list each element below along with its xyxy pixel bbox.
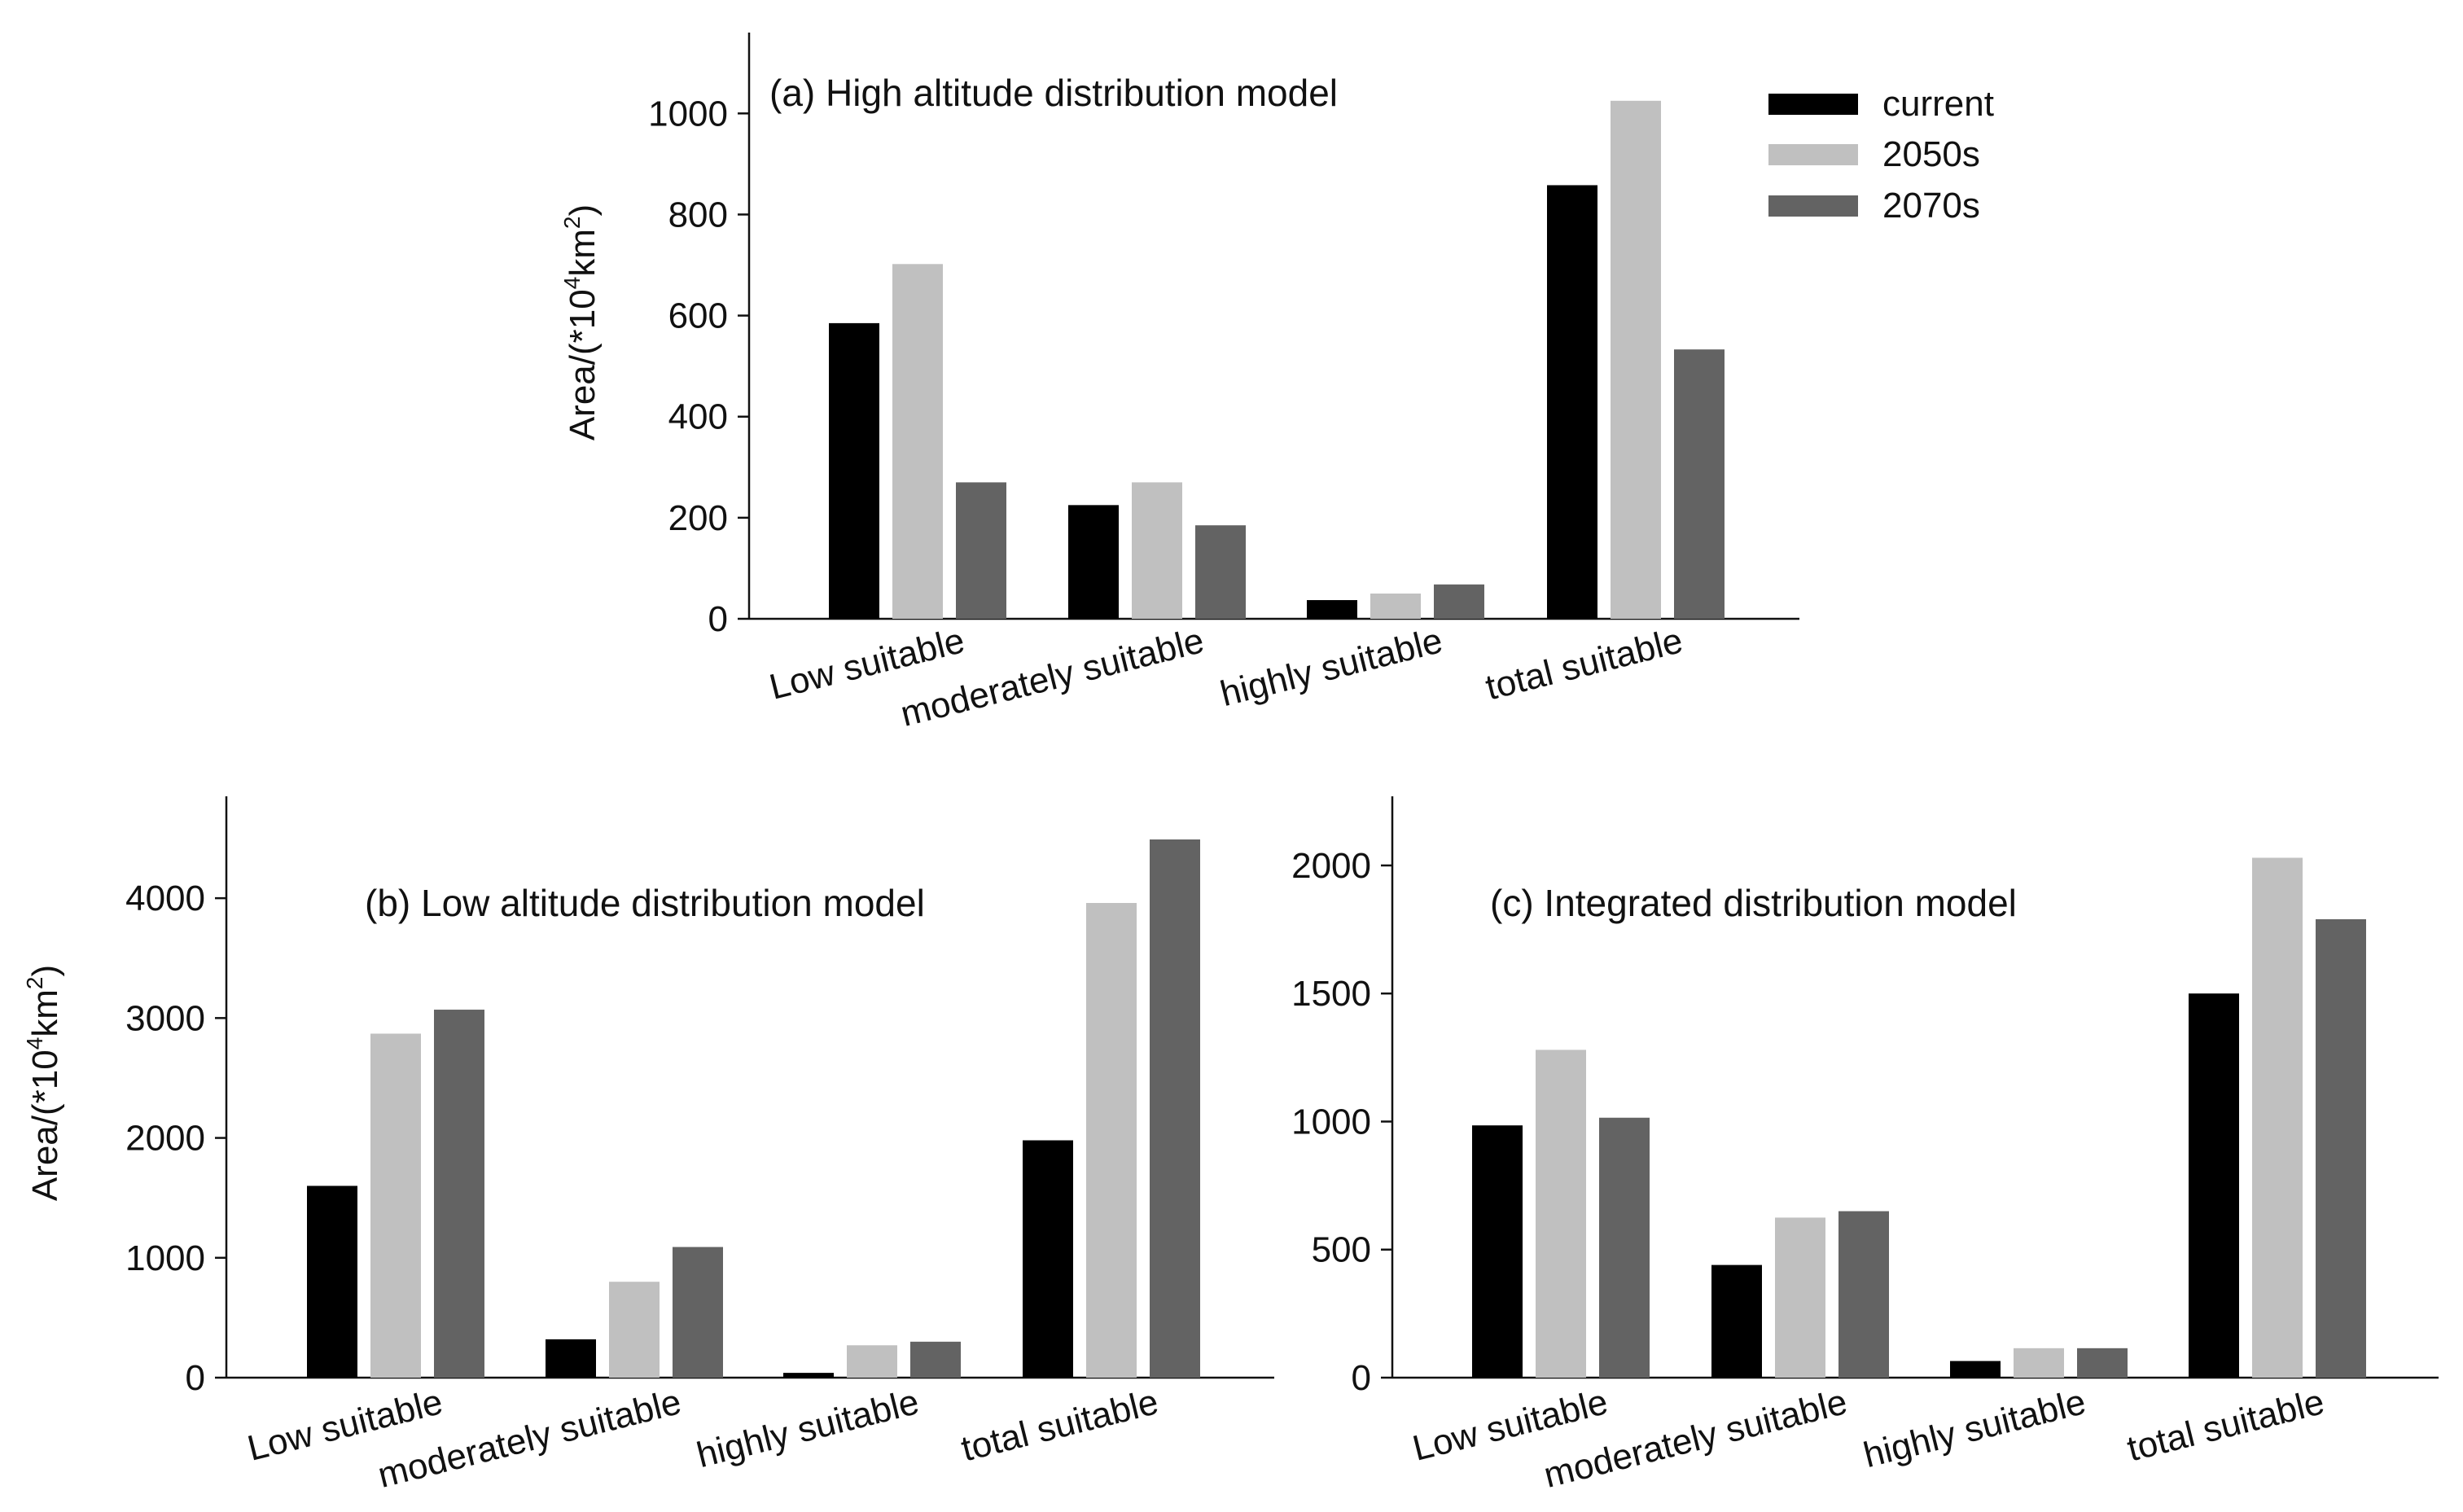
legend-entry-current: current [1768,84,1994,124]
y-tick-label: 0 [186,1358,205,1398]
bar-a-2070s-1 [1195,525,1246,619]
bar-a-current-3 [1547,185,1597,620]
category-label: total suitable [1482,620,1687,708]
legend-swatch-current [1768,94,1858,115]
bar-b-current-1 [546,1339,596,1378]
bar-a-2050s-2 [1370,593,1421,619]
panel-b-y-axis-label: Area/(*104km2) [22,965,65,1201]
category-label: total suitable [2123,1382,2329,1469]
bar-c-2070s-0 [1599,1117,1650,1378]
category-label: highly suitable [1216,620,1446,714]
bar-b-2070s-3 [1150,839,1200,1378]
legend-swatch-2070s [1768,195,1858,217]
legend-entry-2050s: 2050s [1768,134,1980,174]
bar-a-current-1 [1068,505,1119,619]
legend-swatch-2050s [1768,144,1858,165]
bar-b-current-2 [783,1373,834,1378]
legend: current 2050s 2070s [1768,84,1994,226]
bar-b-2070s-1 [673,1247,723,1378]
legend-label-current: current [1882,84,1994,124]
bar-c-2050s-3 [2252,857,2303,1378]
bar-b-2050s-3 [1086,903,1137,1378]
panel-b-title: (b) Low altitude distribution model [365,882,925,924]
y-tick-label: 500 [1312,1230,1371,1270]
y-tick-label: 0 [708,599,728,639]
y-tick-label: 3000 [125,998,205,1038]
bar-c-2050s-0 [1536,1050,1586,1378]
bar-c-2070s-1 [1838,1211,1889,1378]
bar-c-current-1 [1711,1264,1762,1378]
bar-b-current-3 [1023,1140,1073,1378]
bar-b-2050s-0 [370,1033,421,1378]
bar-a-2050s-1 [1132,482,1182,619]
y-tick-label: 800 [668,195,728,234]
y-tick-label: 1000 [1291,1102,1371,1142]
panel-a-title: (a) High altitude distribution model [769,72,1338,114]
bar-a-2070s-0 [956,482,1006,619]
bar-c-current-3 [2189,993,2239,1378]
legend-label-2070s: 2070s [1882,186,1980,226]
panel-a-high-altitude: (a) High altitude distribution model Are… [559,33,1994,734]
bar-a-2050s-3 [1611,100,1661,620]
bar-b-current-0 [307,1185,357,1378]
bar-b-2050s-1 [609,1282,660,1378]
category-label: total suitable [958,1382,1163,1469]
y-tick-label: 200 [668,498,728,538]
bar-a-2070s-2 [1434,584,1484,619]
y-tick-label: 1500 [1291,974,1371,1014]
bar-a-current-2 [1307,600,1357,619]
y-tick-label: 600 [668,296,728,336]
y-tick-label: 0 [1352,1358,1371,1398]
bar-c-2070s-2 [2077,1348,2128,1378]
panel-a-y-axis-label: Area/(*104km2) [559,204,603,440]
legend-entry-2070s: 2070s [1768,186,1980,226]
bar-b-2050s-2 [847,1345,897,1378]
bar-a-current-0 [829,322,879,619]
bar-c-2050s-2 [2014,1348,2064,1378]
bar-c-2050s-1 [1775,1217,1825,1378]
y-tick-label: 2000 [125,1119,205,1159]
bar-a-2070s-3 [1674,349,1725,619]
bar-c-2070s-3 [2316,918,2366,1378]
bar-a-2050s-0 [892,264,943,619]
y-tick-label: 1000 [648,94,728,134]
category-label: highly suitable [693,1382,923,1475]
bar-b-2070s-2 [910,1341,961,1378]
bar-c-current-0 [1472,1125,1523,1378]
category-label: highly suitable [1860,1382,2089,1475]
legend-label-2050s: 2050s [1882,134,1980,174]
y-tick-label: 4000 [125,879,205,918]
y-tick-label: 1000 [125,1238,205,1278]
panel-c-title: (c) Integrated distribution model [1490,882,2017,924]
bar-b-2070s-0 [434,1010,484,1378]
y-tick-label: 400 [668,397,728,437]
y-tick-label: 2000 [1291,846,1371,886]
panel-c-integrated: (c) Integrated distribution model 0 500 10… [1291,796,2439,1496]
bar-c-current-2 [1950,1361,2001,1378]
panel-b-low-altitude: (b) Low altitude distribution model Area… [22,796,1274,1496]
